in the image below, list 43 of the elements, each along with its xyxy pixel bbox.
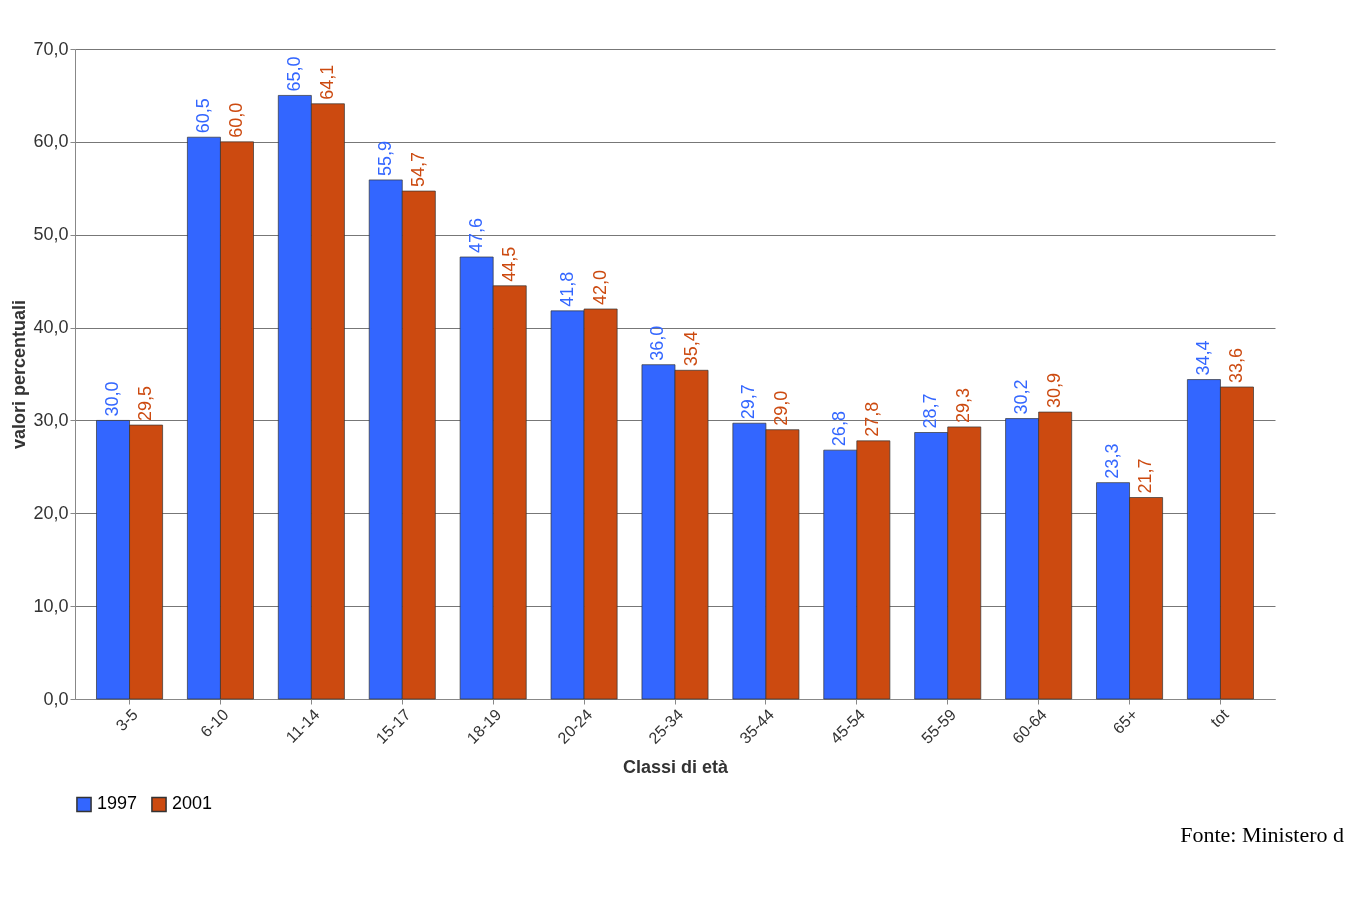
- data-label: 28,7: [920, 393, 941, 429]
- data-label: 30,2: [1011, 379, 1032, 415]
- x-tick-label: 6-10: [197, 705, 232, 741]
- y-tick-label: 0,0: [43, 688, 69, 709]
- data-label: 33,6: [1225, 347, 1246, 383]
- data-label: 21,7: [1135, 458, 1156, 494]
- data-label: 30,9: [1044, 373, 1065, 409]
- data-label: 34,4: [1192, 340, 1213, 376]
- source-note: Fonte: Ministero d: [1180, 822, 1344, 848]
- data-label: 26,8: [829, 411, 850, 447]
- data-label: 27,8: [862, 401, 883, 437]
- data-label: 47,6: [465, 217, 486, 253]
- data-label: 55,9: [374, 140, 395, 176]
- data-label: 44,5: [498, 246, 519, 282]
- data-label: 23,3: [1102, 443, 1123, 479]
- legend-label: 1997: [97, 793, 138, 814]
- x-axis-title: Classi di età: [622, 756, 730, 777]
- legend-label: 2001: [172, 793, 213, 814]
- data-label: 42,0: [589, 269, 610, 305]
- data-label: 54,7: [407, 152, 428, 188]
- data-label: 35,4: [680, 331, 701, 367]
- data-label: 64,1: [316, 64, 337, 100]
- x-tick-label: 3-5: [112, 705, 141, 735]
- data-label: 29,7: [738, 384, 759, 420]
- data-label: 41,8: [556, 271, 577, 307]
- y-tick-label: 70,0: [33, 38, 69, 59]
- data-label: 60,5: [192, 98, 213, 134]
- data-label: 30,0: [102, 381, 123, 417]
- y-tick-label: 30,0: [33, 409, 69, 430]
- y-tick-label: 60,0: [33, 131, 69, 152]
- data-label: 29,5: [135, 386, 156, 422]
- data-label: 29,3: [953, 387, 974, 423]
- x-tick-label: tot: [1207, 705, 1233, 731]
- data-label: 29,0: [771, 390, 792, 426]
- data-label: 36,0: [647, 325, 668, 361]
- y-axis-title: valori percentuali: [9, 299, 30, 450]
- data-label: 60,0: [225, 102, 246, 138]
- y-tick-label: 20,0: [33, 502, 69, 523]
- y-tick-label: 10,0: [33, 595, 69, 616]
- y-tick-label: 40,0: [33, 317, 69, 338]
- y-tick-label: 50,0: [33, 224, 69, 245]
- x-tick-label: 65+: [1109, 705, 1141, 738]
- data-label: 65,0: [283, 56, 304, 92]
